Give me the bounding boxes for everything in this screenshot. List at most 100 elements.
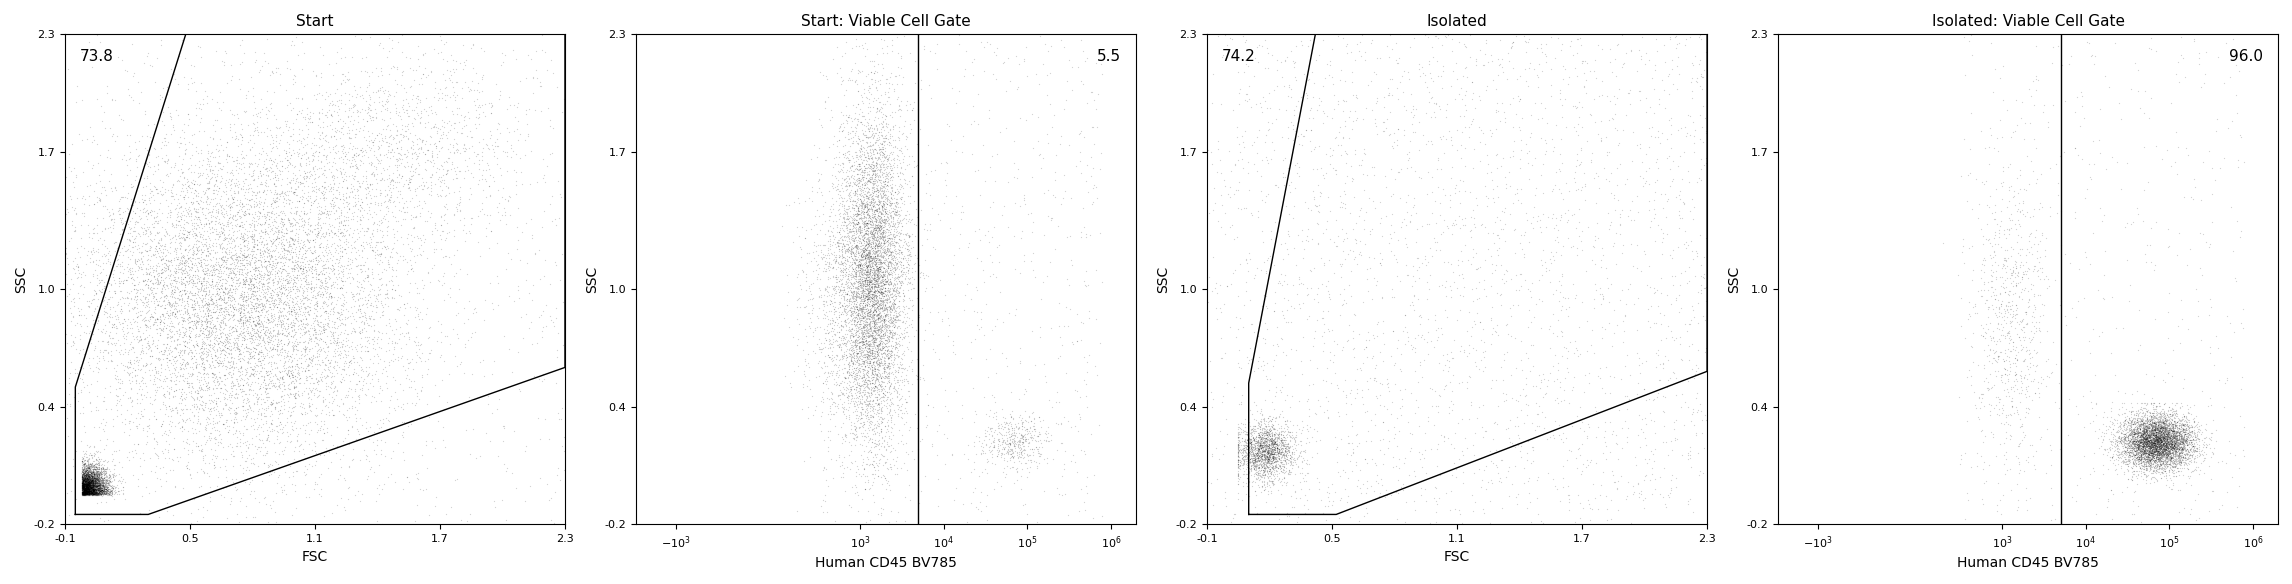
Point: [394, 148, 431, 158]
Point: [873, 312, 910, 321]
Point: [89, 486, 126, 495]
Point: [69, 479, 105, 489]
Point: [873, 47, 910, 56]
Point: [1222, 427, 1258, 436]
Point: [291, 124, 328, 133]
Point: [825, 279, 862, 288]
Point: [380, 186, 417, 196]
Point: [172, 519, 209, 528]
Point: [2132, 447, 2168, 456]
Point: [2132, 430, 2168, 439]
Point: [1251, 458, 1288, 467]
Point: [73, 489, 110, 499]
Point: [96, 246, 133, 255]
Point: [855, 231, 892, 240]
Point: [846, 366, 882, 375]
Point: [195, 373, 231, 382]
Point: [869, 294, 905, 303]
Point: [830, 307, 866, 316]
Point: [825, 285, 862, 294]
Point: [64, 475, 101, 484]
Point: [2193, 429, 2230, 438]
Point: [1235, 461, 1272, 470]
Point: [1229, 453, 1265, 462]
Point: [848, 356, 885, 365]
Point: [438, 138, 474, 147]
Point: [69, 482, 105, 491]
Point: [303, 156, 339, 165]
Point: [1671, 355, 1708, 364]
Point: [1476, 326, 1513, 335]
Point: [839, 224, 876, 234]
Point: [878, 329, 915, 338]
Point: [243, 258, 280, 267]
Point: [2134, 436, 2171, 445]
Point: [862, 214, 898, 224]
Point: [869, 263, 905, 272]
Point: [80, 486, 117, 495]
Point: [71, 470, 108, 479]
Point: [1256, 440, 1293, 449]
Point: [2120, 446, 2157, 455]
Point: [976, 322, 1013, 331]
Point: [850, 401, 887, 410]
Point: [342, 212, 378, 221]
Point: [2154, 426, 2191, 436]
Point: [1203, 333, 1240, 343]
Point: [73, 487, 110, 496]
Point: [2141, 399, 2177, 408]
Point: [193, 228, 229, 238]
Point: [215, 451, 252, 460]
Point: [1020, 432, 1057, 441]
Point: [853, 137, 889, 147]
Point: [880, 248, 917, 257]
Point: [199, 346, 236, 355]
Point: [1467, 484, 1504, 493]
Point: [873, 397, 910, 406]
Point: [850, 175, 887, 184]
Point: [270, 277, 307, 287]
Point: [837, 330, 873, 339]
Point: [2141, 436, 2177, 445]
Point: [83, 482, 119, 491]
Point: [2136, 435, 2173, 444]
Point: [850, 280, 887, 289]
Point: [2152, 435, 2189, 444]
Point: [862, 175, 898, 185]
Point: [853, 345, 889, 354]
Point: [71, 481, 108, 491]
Point: [160, 358, 197, 367]
Point: [69, 485, 105, 494]
Point: [850, 300, 887, 309]
Point: [449, 314, 486, 324]
Point: [167, 357, 204, 366]
Point: [1987, 255, 2024, 265]
Point: [841, 259, 878, 269]
Point: [2017, 361, 2054, 370]
Point: [2164, 398, 2200, 408]
Point: [823, 173, 860, 183]
Point: [1002, 458, 1038, 468]
Point: [71, 471, 108, 481]
Point: [843, 249, 880, 259]
Point: [479, 125, 516, 134]
Point: [424, 226, 461, 235]
Point: [846, 266, 882, 275]
Point: [238, 392, 275, 401]
Point: [846, 321, 882, 330]
Point: [862, 196, 898, 206]
Point: [1245, 454, 1281, 463]
Point: [85, 485, 121, 494]
Point: [71, 488, 108, 498]
Point: [862, 228, 898, 237]
Point: [837, 382, 873, 391]
Point: [62, 385, 99, 395]
Point: [335, 81, 371, 91]
Point: [73, 485, 110, 494]
Point: [1387, 215, 1423, 224]
Point: [825, 347, 862, 356]
Point: [866, 283, 903, 293]
Point: [62, 294, 99, 303]
Point: [832, 305, 869, 315]
Point: [2127, 434, 2164, 444]
